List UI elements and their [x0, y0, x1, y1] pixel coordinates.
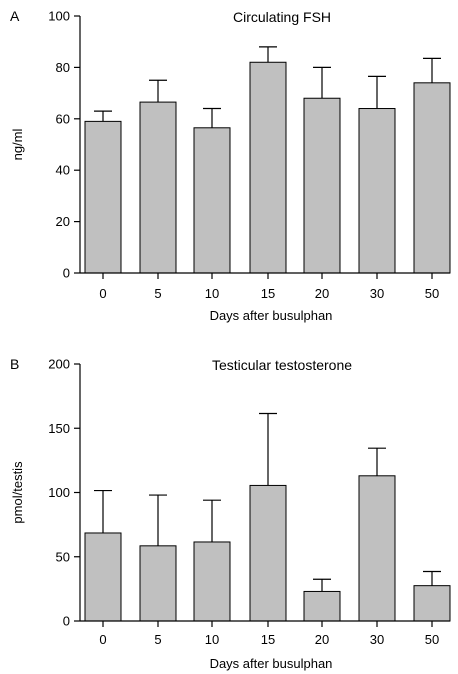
- x-tick-label: 20: [315, 632, 329, 647]
- y-tick-label: 20: [56, 214, 70, 229]
- x-tick-label: 10: [205, 632, 219, 647]
- bar-50: [413, 585, 451, 622]
- y-tick-label: 60: [56, 111, 70, 126]
- x-tick-label: 30: [370, 286, 384, 301]
- bar-20: [303, 97, 341, 274]
- bar-0: [84, 532, 122, 622]
- panel-letter: A: [10, 8, 20, 24]
- x-tick-label: 0: [99, 286, 106, 301]
- x-tick-label: 50: [425, 632, 439, 647]
- y-tick-label: 200: [48, 357, 70, 372]
- x-tick-label: 20: [315, 286, 329, 301]
- y-tick-label: 100: [48, 485, 70, 500]
- bar-15: [249, 61, 287, 274]
- bar-10: [193, 541, 231, 622]
- y-axis-title: ng/ml: [10, 128, 25, 160]
- y-tick-label: 0: [63, 614, 70, 629]
- bar-0: [84, 120, 122, 274]
- bar-5: [139, 545, 177, 622]
- panel-letter: B: [10, 356, 19, 372]
- x-axis-title: Days after busulphan: [210, 656, 333, 671]
- x-tick-label: 15: [261, 286, 275, 301]
- bar-5: [139, 101, 177, 274]
- chart-title: Circulating FSH: [233, 9, 331, 25]
- bar-30: [358, 475, 396, 622]
- x-tick-label: 50: [425, 286, 439, 301]
- y-tick-label: 80: [56, 60, 70, 75]
- bar-15: [249, 484, 287, 622]
- x-tick-label: 15: [261, 632, 275, 647]
- x-tick-label: 5: [154, 286, 161, 301]
- x-axis-title: Days after busulphan: [210, 308, 333, 323]
- bar-10: [193, 127, 231, 274]
- y-tick-label: 40: [56, 163, 70, 178]
- x-tick-label: 10: [205, 286, 219, 301]
- y-tick-label: 150: [48, 421, 70, 436]
- x-tick-label: 30: [370, 632, 384, 647]
- y-tick-label: 0: [63, 266, 70, 281]
- bar-30: [358, 108, 396, 274]
- chart-title: Testicular testosterone: [212, 357, 352, 373]
- x-tick-label: 0: [99, 632, 106, 647]
- bar-50: [413, 82, 451, 274]
- y-axis-title: pmol/testis: [10, 461, 25, 524]
- bar-20: [303, 590, 341, 622]
- x-tick-label: 5: [154, 632, 161, 647]
- panel-a-chart: A Circulating FSH 0 20 40 60 80 100 0 5 10 15 20 30 50…: [10, 8, 451, 323]
- y-tick-label: 50: [56, 549, 70, 564]
- y-tick-label: 100: [48, 9, 70, 24]
- panel-b-chart: B Testicular testosterone 0 50 100 150 200 0 5 10…: [10, 356, 451, 671]
